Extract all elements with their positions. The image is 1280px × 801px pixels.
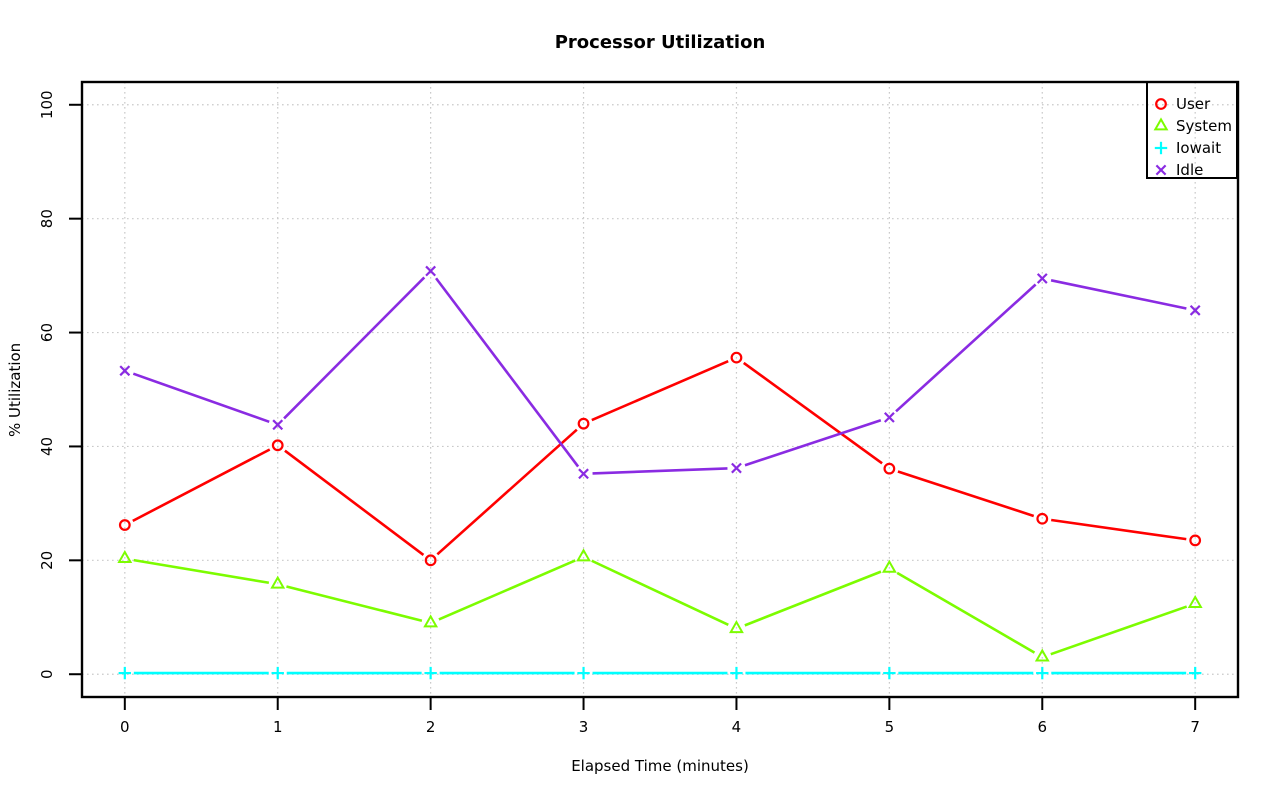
series-system-line [744, 570, 882, 627]
x-tick-label: 1 [273, 718, 283, 736]
series-user-line [742, 361, 883, 465]
series-user-line [132, 448, 271, 523]
series-system-line [438, 559, 576, 621]
series-idle-line [1050, 279, 1187, 310]
series-user-line [1051, 518, 1187, 541]
legend-box [1146, 81, 1238, 179]
x-marker-icon [578, 468, 589, 480]
triangle-marker-icon [270, 575, 286, 589]
triangle-marker-icon [729, 620, 744, 634]
series-user-line [436, 428, 578, 556]
series-idle [119, 265, 1201, 480]
triangle-marker-icon [576, 548, 591, 562]
series-user-line [897, 470, 1035, 518]
series-iowait [118, 666, 1202, 680]
circle-marker-icon [577, 417, 590, 430]
series-idle-line [283, 276, 426, 420]
x-marker-icon [731, 462, 742, 474]
circle-marker-icon [1036, 512, 1049, 525]
series-system [117, 548, 1203, 662]
circle-marker-icon [1189, 534, 1202, 547]
legend-item-system: System [1153, 117, 1232, 135]
x-tick-label: 3 [579, 718, 589, 736]
series-system-line [133, 558, 270, 585]
circle-marker-icon [424, 554, 437, 567]
triangle-marker-icon [423, 614, 439, 628]
circle-marker-icon [271, 439, 284, 452]
x-tick-label: 4 [732, 718, 742, 736]
circle-marker-icon [1155, 98, 1167, 110]
x-marker-icon [1155, 164, 1167, 176]
triangle-marker-icon [1187, 594, 1203, 609]
plot-box [80, 80, 1240, 699]
series-user [118, 351, 1202, 567]
axes: 0 1 2 3 4 5 6 7 0 20 40 60 80 100 [38, 90, 1200, 736]
y-tick-label: 60 [38, 323, 56, 342]
legend-label: Idle [1176, 161, 1203, 179]
x-axis-label: Elapsed Time (minutes) [571, 757, 749, 775]
series-idle-line [592, 467, 728, 475]
y-tick-label: 40 [38, 437, 56, 456]
x-tick-label: 6 [1038, 718, 1048, 736]
circle-marker-icon [730, 351, 743, 364]
x-marker-icon [1189, 304, 1201, 316]
series-system-line [1050, 605, 1188, 656]
series-user-line [591, 359, 729, 422]
legend-item-user: User [1155, 95, 1211, 113]
triangle-marker-icon [1153, 117, 1169, 131]
legend-label: User [1176, 95, 1211, 113]
series-user-line [284, 449, 425, 556]
x-tick-label: 5 [885, 718, 895, 736]
x-marker-icon [425, 265, 437, 277]
circle-marker-icon [118, 519, 131, 531]
legend-item-idle: Idle [1155, 161, 1203, 179]
legend: User System Iowait Idle [1146, 81, 1238, 179]
y-tick-label: 80 [38, 209, 56, 228]
series-idle-line [895, 283, 1037, 413]
series-system-line [286, 585, 423, 623]
triangle-marker-icon [881, 559, 897, 573]
x-marker-icon [272, 419, 284, 431]
y-tick-label: 100 [38, 90, 56, 119]
y-tick-label: 0 [38, 669, 56, 679]
x-marker-icon [883, 412, 895, 423]
legend-label: Iowait [1176, 139, 1221, 157]
x-marker-icon [1036, 273, 1048, 284]
legend-label: System [1176, 117, 1232, 135]
series-idle-line [132, 372, 270, 424]
series-system-line [896, 571, 1036, 654]
x-tick-label: 2 [426, 718, 436, 736]
legend-item-iowait: Iowait [1154, 139, 1221, 157]
x-marker-icon [119, 365, 131, 377]
series-idle-line [744, 419, 882, 467]
series-system-line [591, 559, 729, 627]
y-tick-label: 20 [38, 551, 56, 570]
circle-marker-icon [883, 462, 896, 475]
x-tick-label: 0 [120, 718, 130, 736]
x-tick-label: 7 [1190, 718, 1200, 736]
chart-title: Processor Utilization [554, 32, 766, 53]
series-idle-line [435, 277, 580, 468]
triangle-marker-icon [117, 550, 133, 564]
triangle-marker-icon [1034, 648, 1050, 662]
